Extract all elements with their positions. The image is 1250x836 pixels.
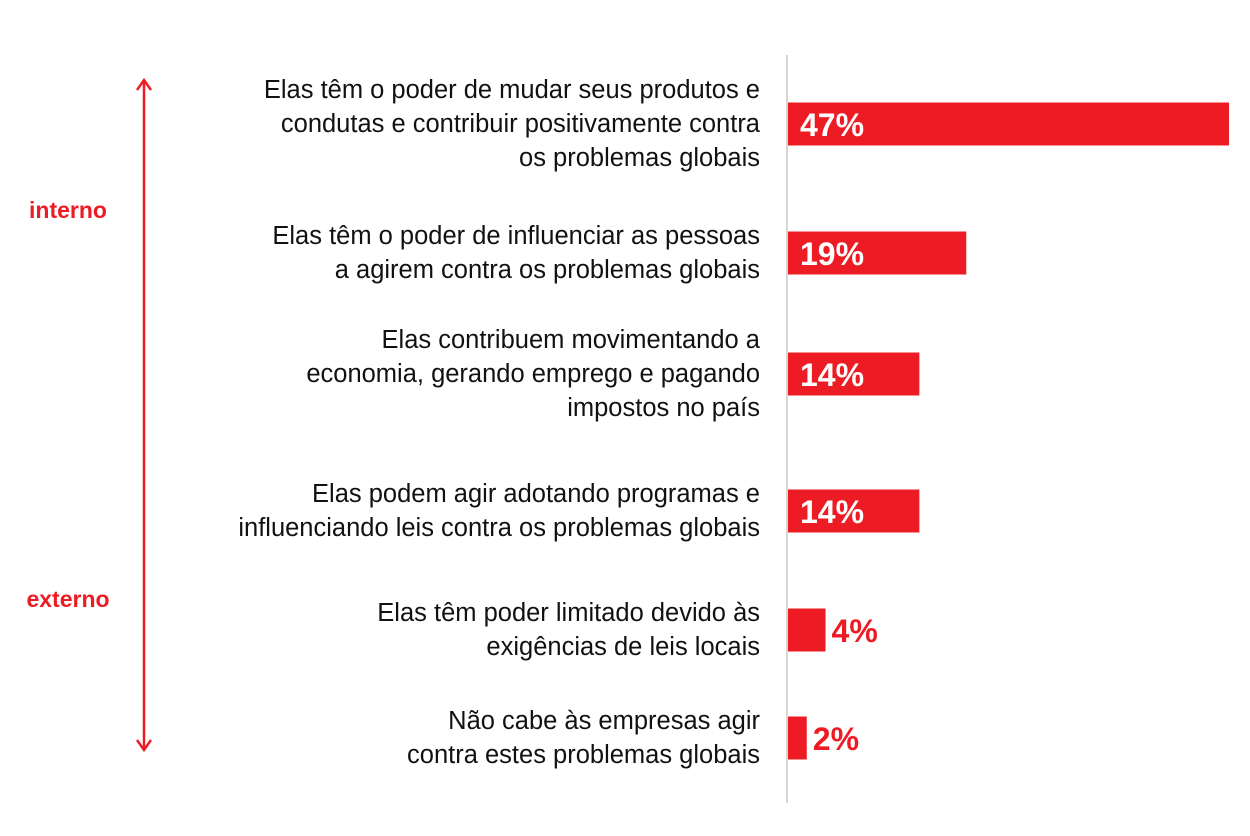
bar-1 bbox=[788, 231, 967, 275]
category-label-line: Elas têm o poder de influenciar as pesso… bbox=[272, 222, 760, 250]
category-label-4: Elas têm poder limitado devido às exigênc… bbox=[160, 596, 760, 664]
category-label-5: Não cabe às empresas agir contra estes pr… bbox=[160, 704, 760, 772]
category-label-0: Elas têm o poder de mudar seus produtos … bbox=[160, 73, 760, 175]
category-label-line: exigências de leis locais bbox=[486, 633, 760, 661]
data-label-5: 2% bbox=[813, 721, 859, 757]
bar-2 bbox=[788, 352, 920, 396]
bar-3 bbox=[788, 489, 920, 533]
category-label-line: condutas e contribuir positivamente cont… bbox=[280, 110, 760, 138]
category-label-line: Elas contribuem movimentando a bbox=[381, 326, 760, 354]
data-label-3: 14% bbox=[800, 494, 864, 530]
category-label-line: a agirem contra os problemas globais bbox=[334, 256, 760, 284]
category-label-line: os problemas globais bbox=[519, 144, 760, 172]
bar-0 bbox=[788, 102, 1229, 146]
category-label-3: Elas podem agir adotando programas e infl… bbox=[160, 477, 760, 545]
category-label-line: Elas podem agir adotando programas e bbox=[312, 480, 760, 508]
category-label-line: Elas têm o poder de mudar seus produtos … bbox=[263, 76, 760, 104]
category-label-line: Elas têm poder limitado devido às bbox=[377, 599, 760, 627]
category-label-2: Elas contribuem movimentando a economia, … bbox=[160, 323, 760, 425]
category-label-1: Elas têm o poder de influenciar as pesso… bbox=[160, 219, 760, 287]
category-label-line: contra estes problemas globais bbox=[407, 741, 760, 769]
externo-label: externo bbox=[26, 586, 110, 612]
data-label-2: 14% bbox=[800, 357, 864, 393]
bar-5 bbox=[788, 716, 807, 760]
internal-external-arrow bbox=[135, 77, 153, 753]
data-label-0: 47% bbox=[800, 107, 864, 143]
data-label-4: 4% bbox=[832, 613, 878, 649]
data-label-1: 19% bbox=[800, 236, 864, 272]
interno-label: interno bbox=[29, 197, 107, 223]
category-label-line: impostos no país bbox=[567, 394, 760, 422]
category-label-line: economia, gerando emprego e pagando bbox=[306, 360, 760, 388]
category-label-line: influenciando leis contra os problemas g… bbox=[238, 514, 760, 542]
bar-4 bbox=[788, 608, 826, 652]
category-label-line: Não cabe às empresas agir bbox=[448, 707, 760, 735]
